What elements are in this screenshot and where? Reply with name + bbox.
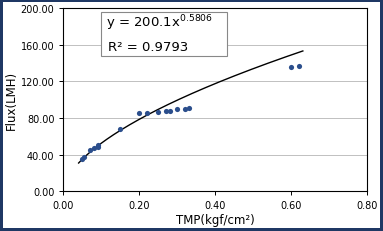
Point: [117, 128, 123, 131]
Point: [182, 107, 188, 111]
Point: [79, 158, 85, 161]
Point: [163, 109, 169, 113]
Point: [296, 64, 302, 68]
Point: [81, 156, 87, 160]
Y-axis label: Flux(LMH): Flux(LMH): [5, 71, 18, 130]
Point: [144, 112, 150, 116]
Point: [95, 144, 101, 148]
X-axis label: TMP(kgf/cm²): TMP(kgf/cm²): [176, 213, 255, 226]
Point: [167, 109, 173, 113]
Point: [91, 147, 97, 150]
Point: [155, 111, 162, 115]
FancyBboxPatch shape: [101, 12, 227, 56]
Text: R² = 0.9793: R² = 0.9793: [108, 41, 188, 54]
Point: [174, 107, 180, 111]
Point: [87, 149, 93, 152]
Text: y = 200.1x$^{0.5806}$: y = 200.1x$^{0.5806}$: [106, 14, 213, 33]
Point: [288, 66, 295, 70]
Point: [136, 112, 142, 116]
Point: [186, 106, 192, 110]
Point: [95, 146, 101, 149]
